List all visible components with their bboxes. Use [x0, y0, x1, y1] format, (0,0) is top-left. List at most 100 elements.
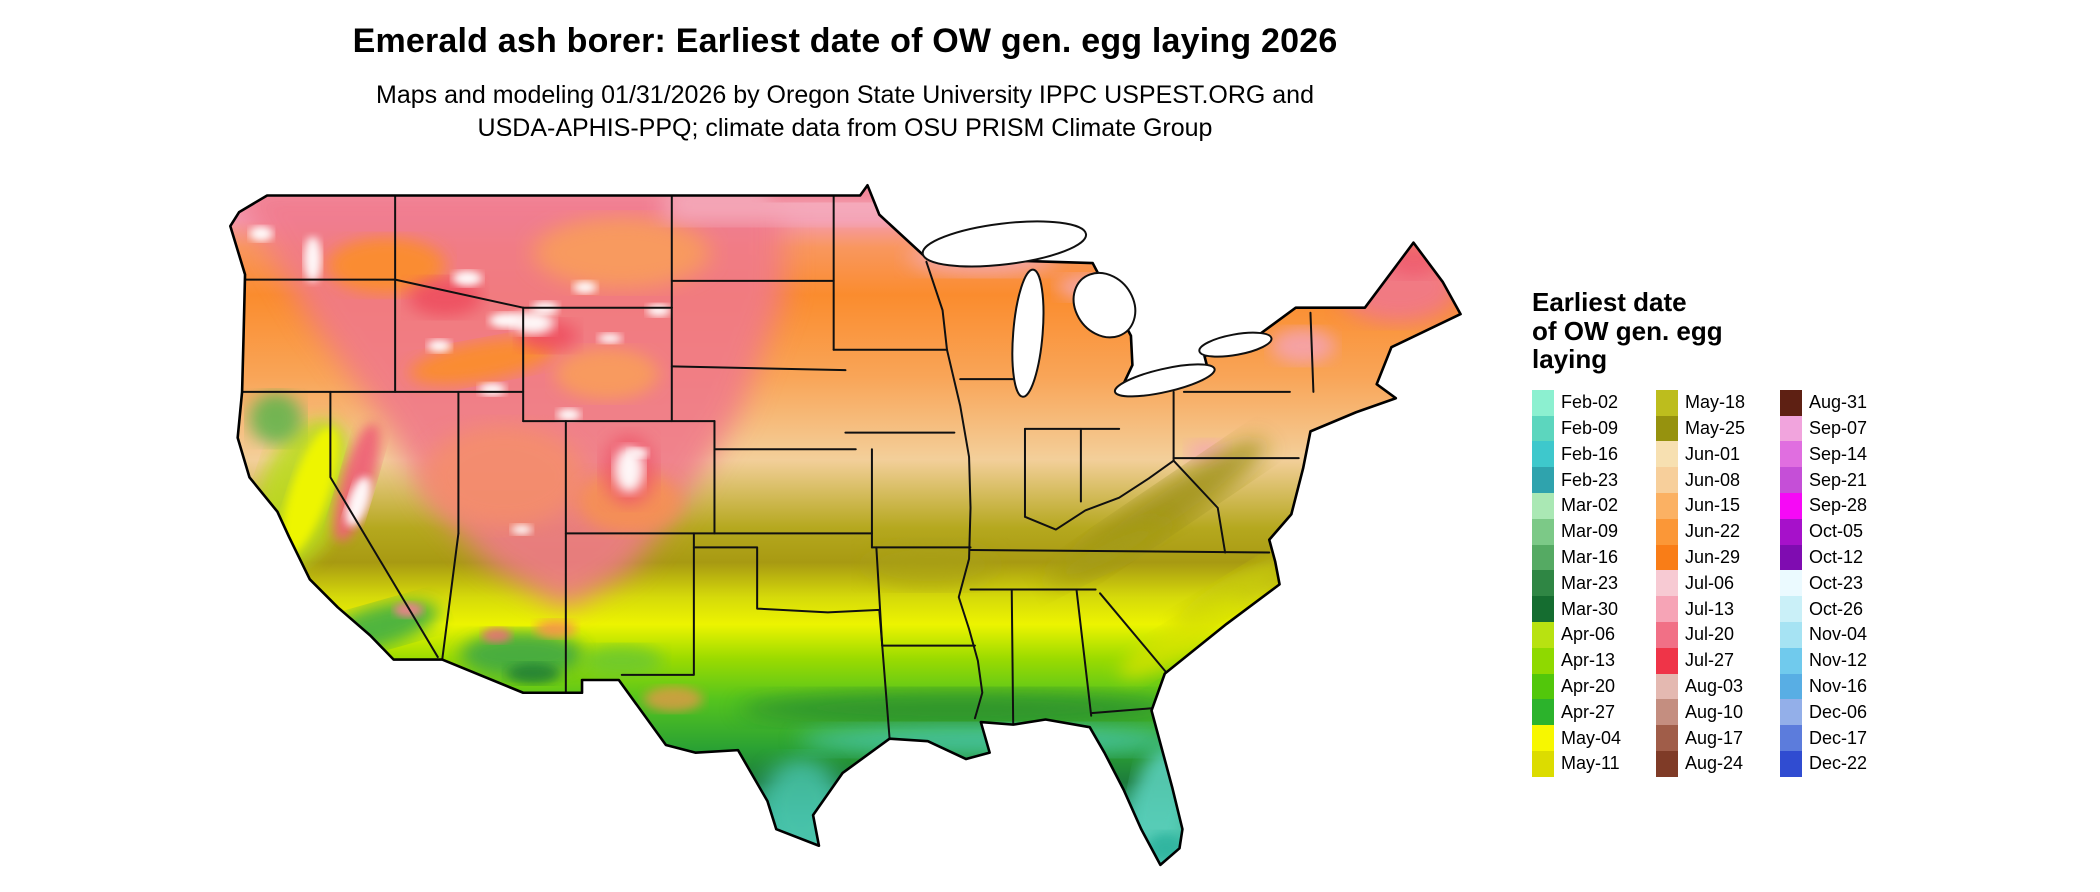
legend-entry: Aug-10 [1656, 699, 1780, 726]
legend-entry: Dec-22 [1780, 750, 1904, 777]
map-title: Emerald ash borer: Earliest date of OW g… [352, 22, 1338, 60]
legend-entry: Oct-12 [1780, 544, 1904, 571]
legend-entry-label: Jun-15 [1685, 495, 1741, 516]
subtitle-line-2: USDA-APHIS-PPQ; climate data from OSU PR… [477, 114, 1213, 142]
legend-entry-label: Jul-20 [1685, 624, 1735, 645]
legend-entry: Jul-20 [1656, 621, 1780, 648]
legend-entry: Dec-06 [1780, 699, 1904, 726]
legend-entry-label: Sep-28 [1809, 495, 1868, 516]
lake-erie [1112, 358, 1218, 403]
legend-entry: Sep-28 [1780, 492, 1904, 519]
legend-entry-label: Aug-17 [1685, 727, 1744, 748]
legend-entry-label: Mar-30 [1561, 598, 1619, 619]
legend-entry: Mar-16 [1532, 544, 1656, 571]
legend-entry-label: Apr-13 [1561, 650, 1616, 671]
legend-entry-label: May-04 [1561, 727, 1622, 748]
legend-entry-label: Oct-05 [1809, 521, 1864, 542]
legend-entry: Mar-23 [1532, 570, 1656, 597]
legend-entry-label: Sep-21 [1809, 469, 1868, 490]
legend-swatch [1656, 415, 1678, 442]
legend-entry-label: Mar-16 [1561, 546, 1619, 567]
legend-entry-label: Nov-16 [1809, 675, 1868, 696]
legend-entry-label: Feb-23 [1561, 469, 1619, 490]
legend-column-3: Aug-31 Sep-07 Sep-14 Sep-21 Sep-28 Oct-0… [1780, 389, 1904, 777]
legend-entry-label: Aug-24 [1685, 753, 1744, 774]
legend-entry: Nov-12 [1780, 647, 1904, 674]
legend-swatch [1656, 544, 1678, 571]
map-subtitle: Maps and modeling 01/31/2026 by Oregon S… [0, 79, 1690, 145]
header: Emerald ash borer: Earliest date of OW g… [0, 22, 1690, 145]
legend-entry: Apr-06 [1532, 621, 1656, 648]
legend-swatch [1780, 389, 1802, 416]
legend-swatch [1656, 725, 1678, 751]
legend-swatch [1532, 415, 1554, 442]
legend-entry: Feb-02 [1532, 389, 1656, 416]
legend-entry-label: Feb-16 [1561, 443, 1619, 464]
lake-michigan [1008, 269, 1048, 398]
legend-entry-label: Jul-13 [1685, 598, 1735, 619]
legend-swatch [1780, 441, 1802, 468]
legend-entry: Sep-21 [1780, 467, 1904, 493]
lake-superior [919, 214, 1089, 274]
legend-entry: Mar-30 [1532, 596, 1656, 622]
legend-entry: Oct-26 [1780, 596, 1904, 622]
legend-swatch [1656, 467, 1678, 493]
legend-entry: Feb-09 [1532, 415, 1656, 442]
legend-entry-label: Sep-14 [1809, 443, 1868, 464]
legend-entry-label: Mar-02 [1561, 495, 1619, 516]
legend-swatch [1532, 544, 1554, 571]
legend-entry: Nov-16 [1780, 673, 1904, 700]
legend-entry-label: Dec-17 [1809, 727, 1868, 748]
legend-entry: Nov-04 [1780, 621, 1904, 648]
legend-entry-label: Oct-26 [1809, 598, 1864, 619]
legend-swatch [1532, 441, 1554, 468]
us-map-svg [195, 170, 1490, 884]
legend-swatch [1780, 570, 1802, 597]
legend-swatch [1780, 621, 1802, 648]
legend-entry: Dec-17 [1780, 725, 1904, 751]
legend-entry: Sep-14 [1780, 441, 1904, 468]
legend-entry: Aug-17 [1656, 725, 1780, 751]
legend-entry: Jun-29 [1656, 544, 1780, 571]
state-borders [242, 196, 1313, 739]
legend-swatch [1656, 596, 1678, 622]
legend-swatch [1656, 441, 1678, 468]
legend-entry: Aug-03 [1656, 673, 1780, 700]
legend-swatch [1780, 699, 1802, 726]
legend-entry: Jun-22 [1656, 518, 1780, 545]
legend-entry-label: Apr-06 [1561, 624, 1616, 645]
legend-entry-label: Aug-03 [1685, 675, 1744, 696]
legend-entry: Jun-08 [1656, 467, 1780, 493]
legend-swatch [1532, 570, 1554, 597]
legend-entry-label: Dec-22 [1809, 753, 1868, 774]
lake-ontario [1197, 328, 1274, 361]
legend: Earliest date of OW gen. egg laying Feb-… [1532, 288, 1904, 777]
legend-swatch [1780, 492, 1802, 519]
legend-entry-label: Dec-06 [1809, 701, 1868, 722]
legend-swatch [1780, 725, 1802, 751]
legend-swatch [1656, 570, 1678, 597]
legend-entry-label: Jun-08 [1685, 469, 1741, 490]
legend-entry-label: Oct-23 [1809, 572, 1864, 593]
great-lakes [919, 214, 1273, 403]
legend-entry: Feb-16 [1532, 441, 1656, 468]
legend-swatch [1780, 750, 1802, 777]
legend-entry: Jul-27 [1656, 647, 1780, 674]
legend-entry-label: Jun-01 [1685, 443, 1741, 464]
legend-entry: Mar-09 [1532, 518, 1656, 545]
legend-entry: Aug-31 [1780, 389, 1904, 416]
legend-swatch [1780, 467, 1802, 493]
legend-swatch [1532, 389, 1554, 416]
legend-entry-label: Feb-09 [1561, 417, 1619, 438]
legend-column-1: Feb-02 Feb-09 Feb-16 Feb-23 Mar-02 Mar-0… [1532, 389, 1656, 777]
legend-entry-label: Mar-23 [1561, 572, 1619, 593]
legend-entry-label: Nov-12 [1809, 650, 1868, 671]
legend-swatch [1656, 673, 1678, 700]
legend-swatch [1532, 725, 1554, 751]
legend-entry: May-04 [1532, 725, 1656, 751]
legend-swatch [1656, 750, 1678, 777]
legend-swatch [1780, 415, 1802, 442]
legend-entry-label: Jul-27 [1685, 650, 1735, 671]
legend-entry-label: Jun-29 [1685, 546, 1741, 567]
